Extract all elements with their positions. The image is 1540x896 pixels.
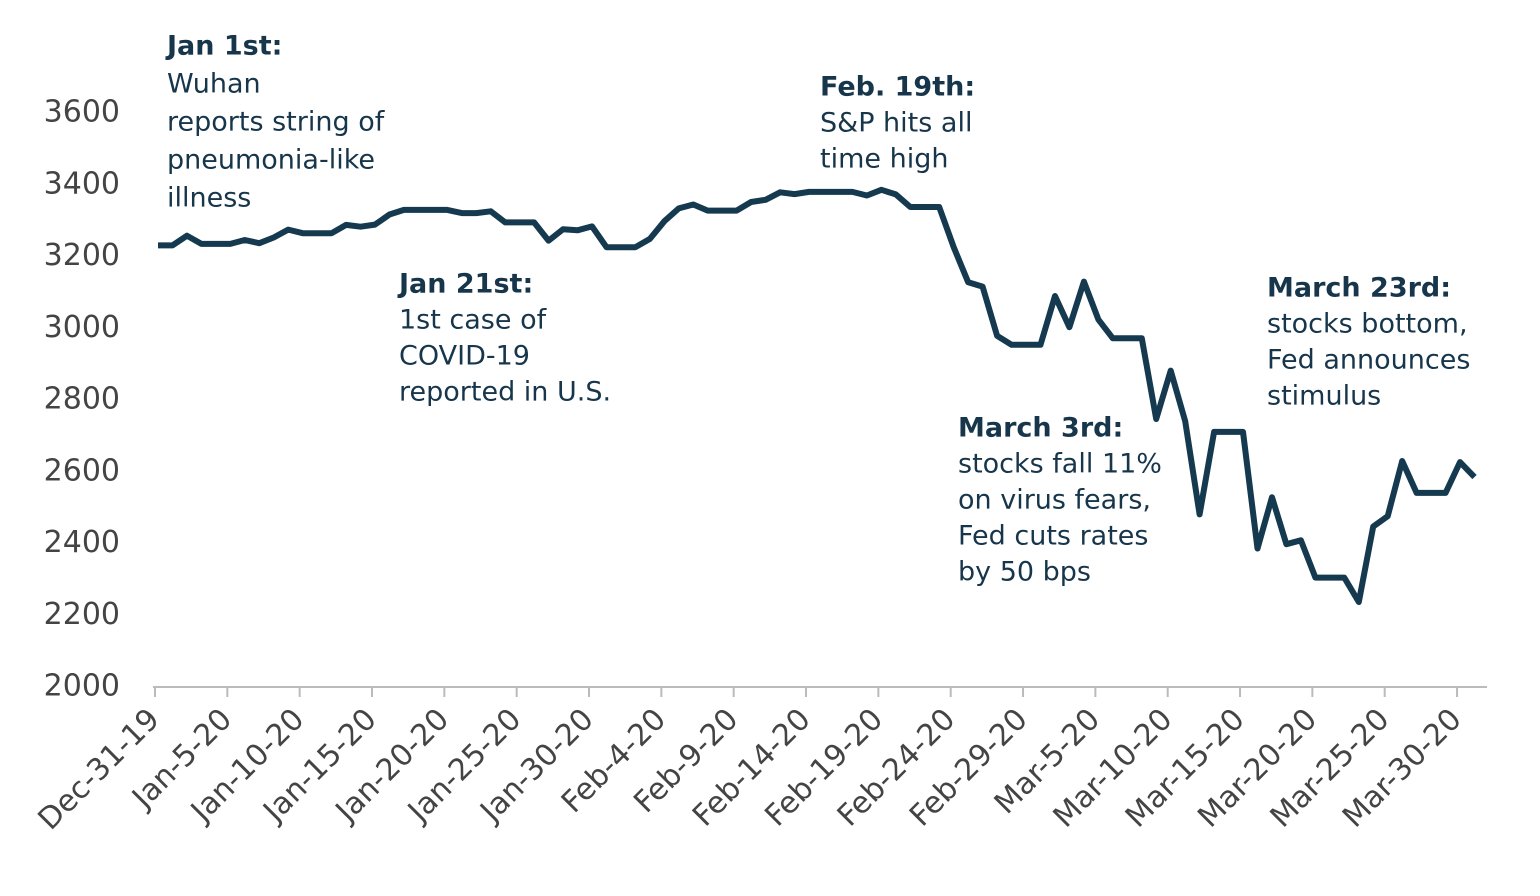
annotation-text: pneumonia-like — [167, 145, 375, 176]
annotation-title: Jan 1st: — [165, 31, 282, 62]
annotation-title: March 3rd: — [958, 413, 1123, 444]
annotation-title: Feb. 19th: — [820, 72, 975, 103]
annotation-text: Wuhan — [167, 69, 261, 100]
annotation-text: by 50 bps — [958, 557, 1091, 588]
y-tick-label: 2600 — [44, 453, 120, 488]
y-tick-label: 2400 — [44, 525, 120, 560]
y-tick-label: 2000 — [44, 669, 120, 704]
annotation-title: Jan 21st: — [397, 269, 533, 300]
annotation-text: Fed announces — [1267, 345, 1470, 376]
y-tick-label: 2800 — [44, 382, 120, 417]
y-tick-label: 3400 — [44, 166, 120, 201]
annotation-text: 1st case of — [399, 305, 548, 336]
annotation-text: COVID-19 — [399, 341, 530, 372]
y-tick-label: 3600 — [44, 95, 120, 130]
annotation-text: time high — [820, 144, 948, 175]
annotation-text: illness — [167, 183, 251, 214]
annotation-text: reports string of — [167, 107, 386, 138]
annotation-text: reported in U.S. — [399, 377, 611, 408]
y-tick-label: 3200 — [44, 238, 120, 273]
annotation-text: stimulus — [1267, 381, 1381, 412]
annotation-title: March 23rd: — [1267, 273, 1451, 304]
annotation-text: stocks bottom, — [1267, 309, 1468, 340]
price-line — [158, 186, 1477, 605]
y-tick-label: 3000 — [44, 310, 120, 345]
annotation-text: stocks fall 11% — [958, 449, 1162, 480]
annotation-text: Fed cuts rates — [958, 521, 1149, 552]
y-tick-label: 2200 — [44, 597, 120, 632]
annotation-text: S&P hits all — [820, 108, 972, 139]
annotation-text: on virus fears, — [958, 485, 1151, 516]
